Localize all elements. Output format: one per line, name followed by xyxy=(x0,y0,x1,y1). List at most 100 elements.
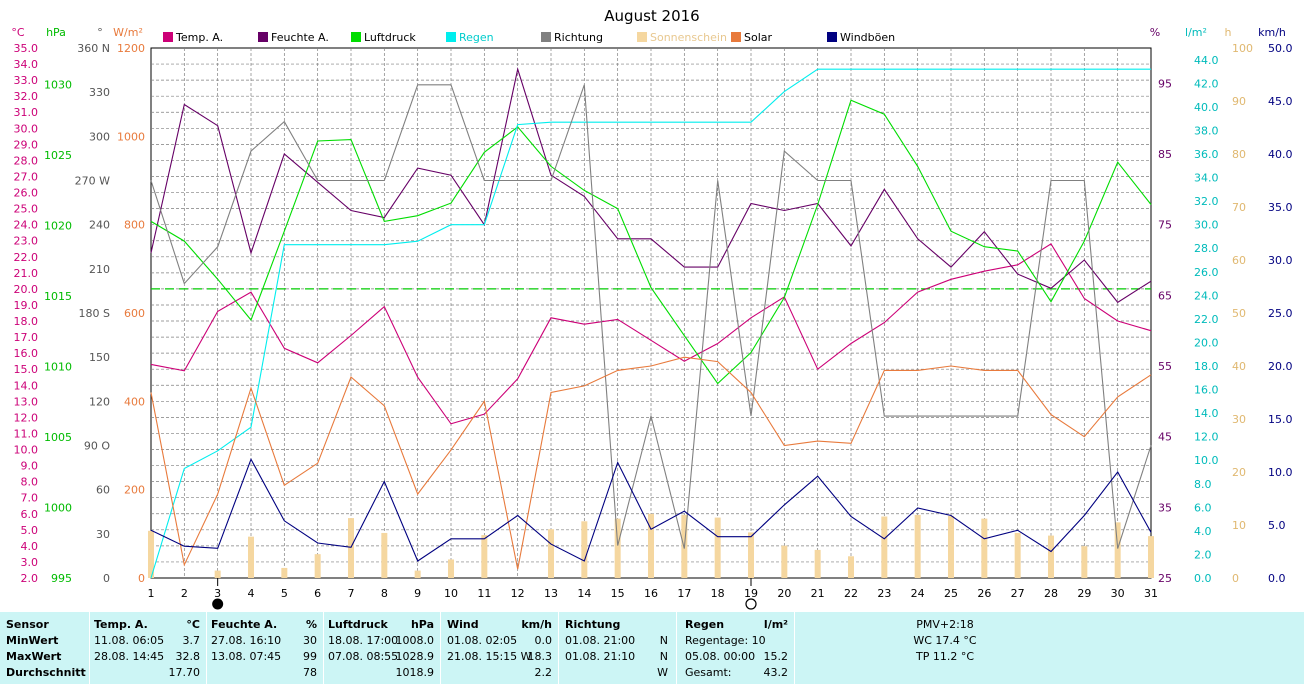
series-line xyxy=(150,67,1152,304)
x-tick-label: 14 xyxy=(577,587,591,600)
axis-tick-label: 31.0 xyxy=(14,106,39,119)
axis-tick-label: 30 xyxy=(96,528,110,541)
axis-tick-label: 16.0 xyxy=(14,347,39,360)
axis-tick-label: 600 xyxy=(124,307,145,320)
temp-avg: 17.70 xyxy=(168,666,201,679)
axis-tick-label: 1010 xyxy=(44,361,72,374)
axis-tick-label: 65 xyxy=(1158,289,1172,302)
chart-title: August 2016 xyxy=(604,7,699,25)
legend-swatch xyxy=(351,32,361,42)
new-moon-icon xyxy=(212,598,224,610)
x-tick-label: 8 xyxy=(381,587,388,600)
axis-tick-label: 50.0 xyxy=(1268,42,1293,55)
pressure-max-val: 1028.9 xyxy=(395,650,435,663)
axis-tick-label: 180 S xyxy=(79,307,110,320)
full-moon-icon xyxy=(745,598,757,610)
axis-tick-label: 27.0 xyxy=(14,171,39,184)
axis-unit-label: °C xyxy=(11,26,25,39)
x-tick-label: 24 xyxy=(911,587,925,600)
sunshine-bar xyxy=(1014,532,1021,578)
axis-tick-label: 17.0 xyxy=(14,331,39,344)
axis-tick-label: 32.0 xyxy=(1194,195,1219,208)
axis-tick-label: 29.0 xyxy=(14,138,39,151)
legend-label: Richtung xyxy=(554,31,603,44)
axis-tick-label: 90 xyxy=(1232,95,1246,108)
axis-tick-label: 70 xyxy=(1232,201,1246,214)
legend-swatch xyxy=(731,32,741,42)
axis-tick-label: 0 xyxy=(138,572,145,585)
wind-panel: Wind km/h 01.08. 02:05 0.0 21.08. 15:15 … xyxy=(441,612,559,684)
legend-label: Luftdruck xyxy=(364,31,416,44)
sunshine-bar xyxy=(781,545,788,578)
pressure-min-when: 18.08. 17:00 xyxy=(328,634,399,647)
axis-tick-label: 6.0 xyxy=(21,508,39,521)
sunshine-bar xyxy=(814,549,821,578)
axis-unit-label: hPa xyxy=(46,26,66,39)
legend-swatch xyxy=(163,32,173,42)
axis-tick-label: 20 xyxy=(1232,466,1246,479)
series-lines xyxy=(150,67,1152,579)
legend-label: Regen xyxy=(459,31,494,44)
x-tick-label: 6 xyxy=(314,587,321,600)
x-tick-label: 22 xyxy=(844,587,858,600)
sunshine-bar xyxy=(281,567,288,578)
axis-tick-label: 30.0 xyxy=(14,122,39,135)
axis-tick-label: 85 xyxy=(1158,148,1172,161)
axis-tick-label: 1015 xyxy=(44,290,72,303)
sunshine-bar xyxy=(581,521,588,578)
temp-max-when: 28.08. 14:45 xyxy=(94,650,165,663)
axis-tick-label: 28.0 xyxy=(1194,242,1219,255)
axis-tick-label: 34.0 xyxy=(1194,172,1219,185)
x-tick-label: 19 xyxy=(744,587,758,600)
wind-unit: km/h xyxy=(521,618,552,631)
axis-tick-label: 10.0 xyxy=(1194,454,1219,467)
axis-tick-label: 60 xyxy=(96,484,110,497)
pmv-wc: WC 17.4 °C xyxy=(913,634,977,647)
rain-total-label: Gesamt: xyxy=(685,666,732,679)
legend-label: Sonnenschein xyxy=(650,31,727,44)
legend-label: Temp. A. xyxy=(175,31,223,44)
axis-tick-label: 12.0 xyxy=(1194,431,1219,444)
axis-tick-label: 400 xyxy=(124,395,145,408)
axis-tick-label: 80 xyxy=(1232,148,1246,161)
x-tick-label: 12 xyxy=(511,587,525,600)
legend-swatch xyxy=(637,32,647,42)
axis-tick-label: 45 xyxy=(1158,431,1172,444)
x-tick-label: 3 xyxy=(214,587,221,600)
axis-tick-label: 25.0 xyxy=(14,203,39,216)
axis-tick-label: 95 xyxy=(1158,77,1172,90)
x-tick-label: 11 xyxy=(477,587,491,600)
axis-tick-label: 0.0 xyxy=(1194,572,1212,585)
axis-tick-label: 8.0 xyxy=(21,476,39,489)
legend-swatch xyxy=(827,32,837,42)
x-tick-label: 29 xyxy=(1077,587,1091,600)
x-tick-label: 23 xyxy=(877,587,891,600)
axis-tick-label: 1005 xyxy=(44,431,72,444)
axis-tick-label: 1020 xyxy=(44,220,72,233)
axis-unit-label: W/m² xyxy=(113,26,143,39)
axis-tick-label: 15.0 xyxy=(14,363,39,376)
series-line xyxy=(150,68,1151,579)
plot-grid xyxy=(150,47,1152,579)
axis-tick-label: 90 O xyxy=(84,440,110,453)
sunshine-bar xyxy=(981,518,988,578)
axis-unit-label: ° xyxy=(97,26,103,39)
legend: Temp. A. Feuchte A. Luftdruck Regen Richtung… xyxy=(163,31,895,44)
axis-tick-label: 360 N xyxy=(77,42,110,55)
axis-tick-label: 4.0 xyxy=(21,540,39,553)
statistics-panel: Sensor MinWert MaxWert Durchschnitt Temp… xyxy=(0,612,1304,684)
axis-tick-label: 11.0 xyxy=(14,428,39,441)
axis-tick-label: 6.0 xyxy=(1194,501,1212,514)
axis-tick-label: 20.0 xyxy=(1194,336,1219,349)
axis-tick-label: 15.0 xyxy=(1268,413,1293,426)
avg-row-label: Durchschnitt xyxy=(6,666,86,679)
x-axis: 1 2 3 4 5 6 7 8 9 10 11 12 13 14 15 16 17 18 19 20 21 22 23 24 2… xyxy=(148,578,1158,610)
wind-min-when: 01.08. 02:05 xyxy=(447,634,518,647)
axis-tick-label: 100 xyxy=(1232,42,1253,55)
axis-tick-label: 25 xyxy=(1158,572,1172,585)
axis-tick-label: 22.0 xyxy=(14,251,39,264)
sunshine-bar xyxy=(148,530,154,578)
pressure-unit: hPa xyxy=(410,618,434,631)
temp-max-val: 32.8 xyxy=(175,650,201,663)
axis-tick-label: 5.0 xyxy=(21,524,39,537)
